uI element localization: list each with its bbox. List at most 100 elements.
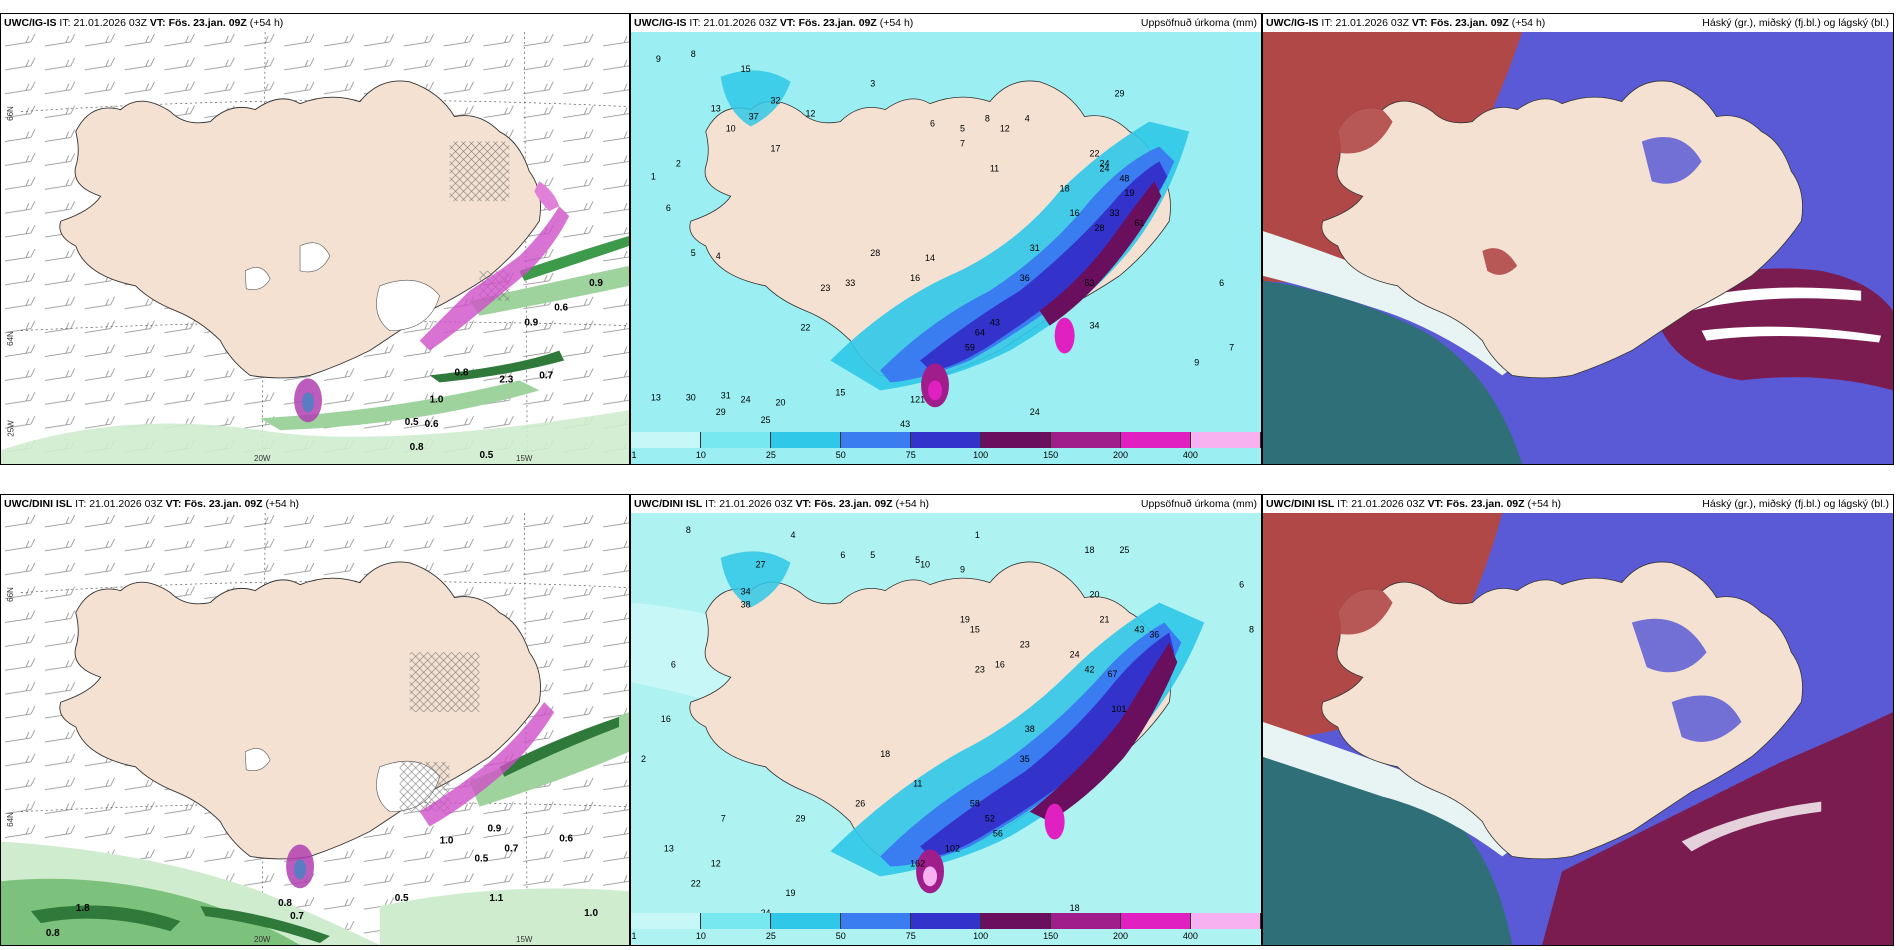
- svg-text:5: 5: [960, 124, 965, 134]
- svg-text:22: 22: [1090, 148, 1100, 158]
- svg-text:13: 13: [664, 843, 674, 853]
- svg-text:3: 3: [870, 79, 875, 89]
- svg-text:5: 5: [691, 248, 696, 258]
- panel-subtitle: Uppsöfnuð úrkoma (mm): [1140, 17, 1257, 29]
- wind-label: 0.8: [410, 442, 424, 453]
- svg-text:18: 18: [1060, 183, 1070, 193]
- svg-text:30: 30: [686, 392, 696, 402]
- wind-label: 1.0: [440, 835, 454, 846]
- panel-bottom-middle-precip-map: UWC/DINI ISL IT: 21.01.2026 03Z VT: Fös.…: [630, 494, 1262, 946]
- map-area[interactable]: 1.0 0.9 0.7 0.5 0.6 0.8 0.7 0.5 1.1 1.0 …: [1, 513, 629, 945]
- svg-text:59: 59: [965, 343, 975, 353]
- svg-text:16: 16: [1070, 208, 1080, 218]
- panel-top-middle-precip-map: UWC/IG-IS IT: 21.01.2026 03Z VT: Fös. 23…: [630, 13, 1262, 465]
- wind-label: 0.9: [487, 824, 501, 835]
- svg-text:35: 35: [1020, 754, 1030, 764]
- svg-text:42: 42: [1085, 664, 1095, 674]
- panel-title: UWC/DINI ISL IT: 21.01.2026 03Z VT: Fös.…: [631, 495, 1261, 513]
- svg-text:16: 16: [910, 273, 920, 283]
- svg-text:9: 9: [960, 565, 965, 575]
- map-area[interactable]: [1263, 32, 1893, 464]
- svg-text:12: 12: [1000, 124, 1010, 134]
- panel-title: UWC/DINI ISL IT: 21.01.2026 03Z VT: Fös.…: [1263, 495, 1893, 513]
- panel-bottom-right-cloud-map: UWC/DINI ISL IT: 21.01.2026 03Z VT: Fös.…: [1262, 494, 1894, 946]
- svg-text:8: 8: [985, 114, 990, 124]
- svg-text:11: 11: [913, 779, 922, 789]
- svg-text:43: 43: [1134, 624, 1144, 634]
- wind-label: 0.9: [589, 278, 603, 289]
- panel-top-left-wind-map: UWC/IG-IS IT: 21.01.2026 03Z VT: Fös. 23…: [0, 13, 630, 465]
- svg-text:12: 12: [805, 109, 815, 119]
- svg-text:6: 6: [1219, 278, 1224, 288]
- svg-text:6: 6: [1239, 580, 1244, 590]
- svg-text:4: 4: [1025, 114, 1030, 124]
- svg-text:23: 23: [1020, 639, 1030, 649]
- svg-text:25: 25: [1119, 545, 1129, 555]
- svg-text:22: 22: [800, 323, 810, 333]
- svg-text:1: 1: [975, 530, 980, 540]
- svg-text:38: 38: [741, 600, 751, 610]
- panel-top-right-cloud-map: UWC/IG-IS IT: 21.01.2026 03Z VT: Fös. 23…: [1262, 13, 1894, 465]
- svg-text:13: 13: [651, 392, 661, 402]
- svg-text:6: 6: [840, 550, 845, 560]
- wind-label: 0.6: [554, 303, 568, 314]
- wind-label: 0.7: [504, 843, 518, 854]
- wind-label: 0.8: [278, 898, 292, 909]
- svg-text:33: 33: [845, 278, 855, 288]
- svg-text:10: 10: [920, 560, 930, 570]
- map-area[interactable]: 8 4 5 27 34 38 6 5 1 9 18 25 20 19 21 43…: [631, 513, 1261, 945]
- svg-text:31: 31: [721, 390, 731, 400]
- svg-text:9: 9: [656, 54, 661, 64]
- lat-label: 66N: [5, 587, 15, 602]
- svg-text:101: 101: [1111, 704, 1126, 714]
- svg-text:37: 37: [749, 112, 759, 122]
- lon-label: 20W: [254, 454, 271, 463]
- map-area[interactable]: [1263, 513, 1893, 945]
- svg-text:56: 56: [993, 829, 1003, 839]
- svg-text:67: 67: [1107, 669, 1117, 679]
- svg-text:43: 43: [900, 419, 910, 429]
- svg-text:29: 29: [1114, 89, 1124, 99]
- svg-text:36: 36: [1020, 273, 1030, 283]
- colorbar-labels: 1 10 25 50 75 100 150 200 400: [631, 931, 1198, 941]
- panel-title: UWC/IG-IS IT: 21.01.2026 03Z VT: Fös. 23…: [631, 14, 1261, 32]
- svg-text:13: 13: [711, 104, 721, 114]
- svg-text:34: 34: [741, 587, 751, 597]
- lat-label: 25W: [6, 420, 16, 437]
- map-area[interactable]: 9 8 15 32 37 3 12 17 10 13 2 6 5 4 28 33…: [631, 32, 1261, 464]
- svg-text:28: 28: [1095, 223, 1105, 233]
- wind-label: 0.5: [405, 417, 419, 428]
- svg-text:18: 18: [1085, 545, 1095, 555]
- panel-subtitle: Háský (gr.), miðský (fj.bl.) og lágský (…: [1702, 498, 1889, 510]
- svg-text:21: 21: [1100, 614, 1110, 624]
- svg-text:5: 5: [915, 555, 920, 565]
- svg-text:15: 15: [970, 624, 980, 634]
- svg-text:9: 9: [1194, 357, 1199, 367]
- svg-text:2: 2: [676, 158, 681, 168]
- panel-bottom-left-wind-map: UWC/DINI ISL IT: 21.01.2026 03Z VT: Fös.…: [0, 494, 630, 946]
- svg-text:6: 6: [930, 119, 935, 129]
- map-area[interactable]: 0.6 0.9 0.8 0.7 0.5 0.6 0.5 0.8 1.0 2.3 …: [1, 32, 629, 464]
- wind-label: 1.0: [584, 908, 598, 919]
- wind-label: 0.5: [479, 450, 493, 461]
- wind-label: 1.8: [76, 903, 90, 914]
- svg-text:25: 25: [761, 415, 771, 425]
- wind-label: 0.7: [539, 370, 553, 381]
- svg-text:11: 11: [990, 163, 999, 173]
- svg-text:18: 18: [880, 749, 890, 759]
- svg-text:24: 24: [741, 394, 751, 404]
- svg-text:7: 7: [960, 138, 965, 148]
- svg-text:27: 27: [756, 560, 766, 570]
- svg-text:33: 33: [1109, 208, 1119, 218]
- wind-label: 0.7: [290, 911, 304, 922]
- svg-text:16: 16: [995, 659, 1005, 669]
- svg-text:5: 5: [870, 550, 875, 560]
- svg-text:10: 10: [726, 124, 736, 134]
- svg-text:162: 162: [910, 858, 925, 868]
- svg-text:28: 28: [870, 248, 880, 258]
- svg-text:64: 64: [975, 328, 985, 338]
- svg-text:18: 18: [1070, 903, 1080, 913]
- lat-label: 66N: [5, 106, 15, 121]
- svg-text:15: 15: [835, 387, 845, 397]
- svg-text:32: 32: [771, 96, 781, 106]
